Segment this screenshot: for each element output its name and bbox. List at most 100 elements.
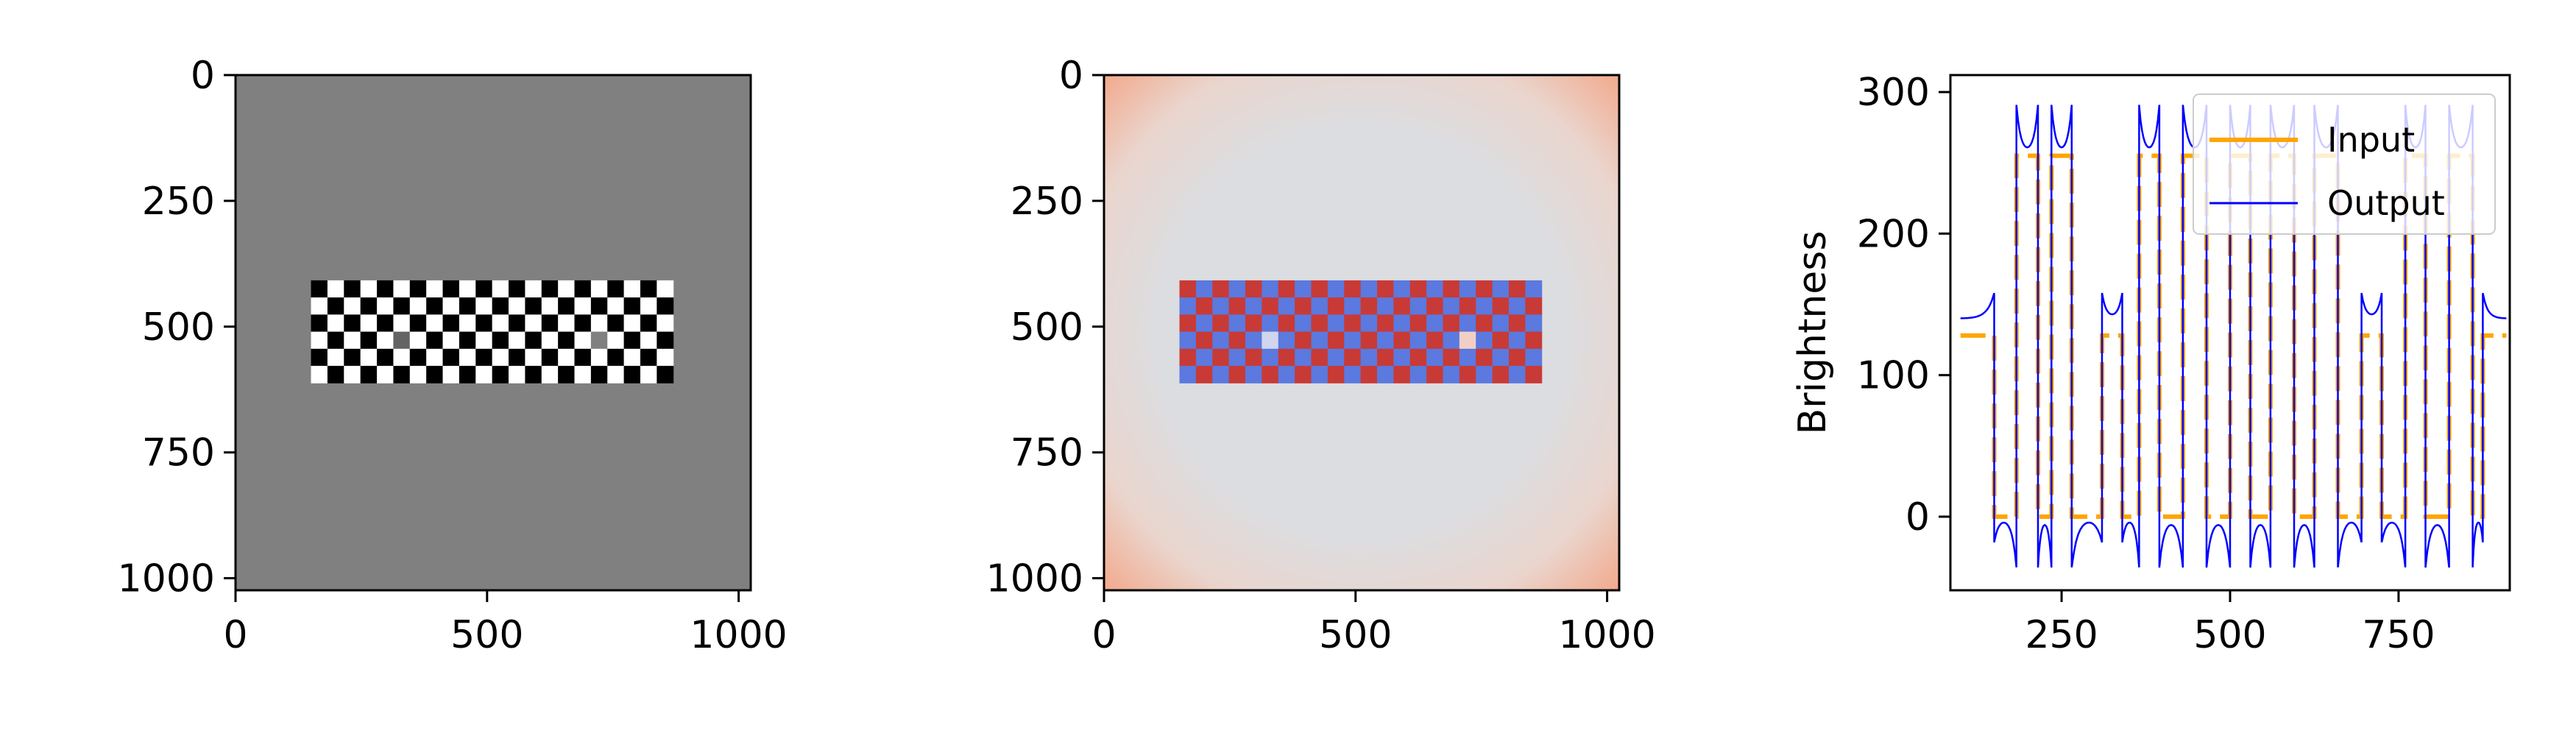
checker-cell xyxy=(1443,314,1460,333)
checker-cell xyxy=(1409,314,1427,333)
checker-cell xyxy=(509,297,526,315)
checker-cell xyxy=(1295,280,1312,298)
checker-cell xyxy=(1443,297,1460,315)
checker-cell xyxy=(311,366,328,383)
checker-cell xyxy=(492,314,509,333)
checker-cell xyxy=(409,314,427,333)
checker-cell xyxy=(1393,366,1411,383)
checker-cell xyxy=(1508,366,1526,383)
checker-cell xyxy=(492,297,509,315)
checker-cell xyxy=(1212,348,1230,367)
checker-cell xyxy=(1508,348,1526,367)
checker-cell xyxy=(1311,297,1328,315)
checker-cell xyxy=(1311,366,1328,383)
x-tick-label: 250 xyxy=(2025,613,2098,657)
checker-cell xyxy=(1360,366,1378,383)
checker-cell xyxy=(475,366,493,383)
checker-cell xyxy=(1459,366,1476,383)
checker-cell xyxy=(475,348,493,367)
checker-cell xyxy=(623,297,641,315)
checker-cell xyxy=(327,331,344,350)
checker-cell xyxy=(1195,348,1213,367)
checker-cell xyxy=(1492,314,1510,333)
x-tick-label: 1000 xyxy=(690,613,787,657)
checker-cell xyxy=(1245,348,1262,367)
checker-cell xyxy=(1344,348,1362,367)
checker-cell xyxy=(1476,297,1493,315)
checker-cell xyxy=(1344,297,1362,315)
checker-cell xyxy=(657,366,674,383)
checker-cell xyxy=(657,348,674,367)
checker-cell xyxy=(640,331,657,350)
checker-cell xyxy=(623,366,641,383)
checker-cell xyxy=(1393,314,1411,333)
x-tick-label: 750 xyxy=(2362,613,2435,657)
checker-cell xyxy=(1278,280,1295,298)
checker-cell xyxy=(360,297,378,315)
input-image-frame xyxy=(234,74,752,592)
checker-cell xyxy=(426,348,444,367)
checker-cell xyxy=(1377,348,1394,367)
checker-cell xyxy=(574,314,592,333)
checker-cell xyxy=(1262,366,1279,383)
checker-cell xyxy=(590,348,608,367)
checker-cell xyxy=(1311,314,1328,333)
checker-cell xyxy=(1525,331,1543,350)
checker-cell xyxy=(558,297,575,315)
checker-cell xyxy=(1228,366,1246,383)
checker-cell xyxy=(1212,280,1230,298)
checker-cell xyxy=(311,314,328,333)
checker-cell xyxy=(393,331,411,350)
checker-cell xyxy=(1228,348,1246,367)
checker-cell xyxy=(1525,348,1543,367)
checker-cell xyxy=(525,348,542,367)
checker-cell xyxy=(1409,280,1427,298)
checker-cell xyxy=(590,366,608,383)
checker-cell xyxy=(1393,297,1411,315)
checker-cell xyxy=(657,314,674,333)
checker-cell xyxy=(311,280,328,298)
checker-cell xyxy=(377,280,394,298)
legend-input-label: Input xyxy=(2327,120,2415,160)
checker-cell xyxy=(344,280,361,298)
checker-cell xyxy=(558,280,575,298)
checker-cell xyxy=(1409,366,1427,383)
legend-box xyxy=(2193,93,2496,235)
checker-cell xyxy=(1228,297,1246,315)
checker-cell xyxy=(377,297,394,315)
checker-cell xyxy=(1179,366,1197,383)
checker-cell xyxy=(1377,314,1394,333)
checker-cell xyxy=(393,348,411,367)
checker-cell xyxy=(1459,280,1476,298)
y-tick-label: 1000 xyxy=(118,557,215,601)
checker-cell xyxy=(1327,348,1345,367)
checker-cell xyxy=(1360,280,1378,298)
checker-cell xyxy=(1459,297,1476,315)
checker-cell xyxy=(475,314,493,333)
checker-cell xyxy=(590,331,608,350)
checker-cell xyxy=(1195,297,1213,315)
checker-cell xyxy=(525,314,542,333)
checker-cell xyxy=(574,331,592,350)
input-checkerboard xyxy=(311,280,674,383)
checker-cell xyxy=(442,366,460,383)
checker-cell xyxy=(1525,297,1543,315)
checker-cell xyxy=(377,314,394,333)
checker-cell xyxy=(1409,297,1427,315)
checker-cell xyxy=(475,331,493,350)
checker-cell xyxy=(558,331,575,350)
checker-cell xyxy=(1409,348,1427,367)
checker-cell xyxy=(1278,366,1295,383)
checker-cell xyxy=(1179,331,1197,350)
y-tick-label: 0 xyxy=(191,54,215,98)
checker-cell xyxy=(623,314,641,333)
checker-cell xyxy=(442,280,460,298)
checker-cell xyxy=(426,314,444,333)
checker-cell xyxy=(344,331,361,350)
checker-cell xyxy=(409,280,427,298)
y-tick-label: 750 xyxy=(142,431,215,475)
checker-cell xyxy=(1426,280,1443,298)
checker-cell xyxy=(1228,331,1246,350)
checker-cell xyxy=(360,280,378,298)
y-tick-label: 300 xyxy=(1857,71,1930,115)
